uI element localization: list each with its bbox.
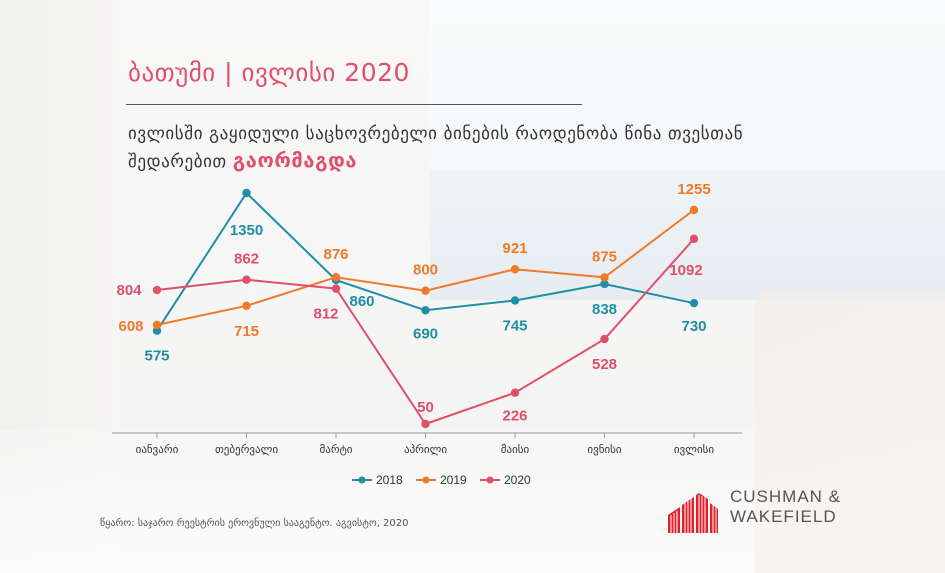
logo-text: CUSHMAN & WAKEFIELD (730, 487, 841, 527)
data-label-2019: 921 (502, 240, 527, 257)
data-point-2020 (421, 419, 430, 429)
source-note: წყარო: საჯარო რეესტრის ეროვნული სააგენტო… (100, 518, 409, 529)
data-label-2019: 715 (234, 323, 259, 340)
data-label-2020: 50 (417, 399, 434, 416)
data-point-2018 (421, 306, 430, 315)
logo-mark-icon (668, 493, 718, 533)
data-point-2020 (152, 285, 162, 295)
data-point-2018 (600, 279, 609, 289)
legend-label-2019: 2019 (440, 473, 467, 487)
data-label-2018: 575 (144, 348, 169, 365)
data-point-2018 (242, 188, 251, 198)
x-tick-label: ივნისი (587, 443, 622, 456)
data-point-2018 (152, 326, 162, 335)
x-tick-label: აპრილი (404, 443, 447, 456)
data-point-2020 (689, 234, 699, 244)
data-label-2019: 800 (413, 262, 438, 279)
background-sea (430, 170, 945, 300)
logo-line2: WAKEFIELD (730, 507, 837, 526)
data-point-2020 (510, 388, 520, 397)
x-tick-label: ივლისი (674, 443, 714, 456)
legend-label-2018: 2018 (376, 473, 403, 487)
legend-marker-2020 (486, 476, 494, 484)
data-point-2019 (600, 273, 609, 282)
legend-label-2020: 2020 (504, 473, 531, 487)
data-label-2018: 730 (681, 318, 706, 335)
data-point-2019 (152, 320, 162, 330)
data-point-2019 (331, 273, 341, 282)
data-label-2018: 745 (502, 318, 527, 335)
data-point-2018 (689, 298, 699, 308)
data-label-2020: 1092 (669, 262, 702, 279)
data-point-2019 (689, 205, 699, 215)
data-label-2018: 1350 (230, 222, 263, 239)
x-tick-label: მარტი (320, 443, 353, 456)
data-label-2020: 862 (234, 251, 259, 268)
x-tick-label: იანვარი (136, 443, 179, 456)
data-label-2020: 804 (116, 282, 142, 299)
data-label-2019: 1255 (677, 181, 710, 198)
logo-line1: CUSHMAN & (730, 487, 842, 506)
data-label-2019: 608 (118, 318, 143, 335)
cushman-wakefield-logo: CUSHMAN & WAKEFIELD (668, 487, 858, 533)
data-point-2020 (242, 275, 251, 284)
data-label-2018: 860 (349, 293, 374, 310)
slide-title: ბათუმი | ივლისი 2020 (128, 58, 410, 87)
data-label-2019: 876 (323, 246, 348, 263)
slide-subtitle: ივლისში გაყიდული საცხოვრებელი ბინების რა… (128, 121, 908, 175)
subtitle-line2: შედარებით (128, 152, 227, 172)
x-tick-label: თებერვალი (215, 443, 278, 456)
data-point-2019 (421, 286, 430, 295)
data-point-2018 (510, 296, 520, 305)
x-tick-label: მაისი (501, 443, 530, 456)
data-label-2019: 875 (592, 248, 617, 265)
background-chair (755, 290, 945, 573)
data-label-2020: 812 (313, 306, 338, 323)
legend-marker-2018 (358, 476, 366, 484)
subtitle-highlight: გაორმაგდა (232, 148, 358, 172)
legend-marker-2019 (422, 476, 430, 484)
data-label-2020: 226 (502, 408, 527, 425)
data-label-2018: 838 (592, 301, 617, 318)
data-point-2020 (600, 334, 609, 344)
data-label-2018: 690 (413, 325, 438, 342)
data-point-2019 (510, 265, 520, 274)
data-label-2020: 528 (592, 356, 617, 373)
data-point-2019 (242, 301, 251, 311)
data-point-2020 (331, 284, 341, 293)
subtitle-line1: ივლისში გაყიდული საცხოვრებელი ბინების რა… (128, 124, 744, 144)
title-divider (126, 104, 582, 105)
